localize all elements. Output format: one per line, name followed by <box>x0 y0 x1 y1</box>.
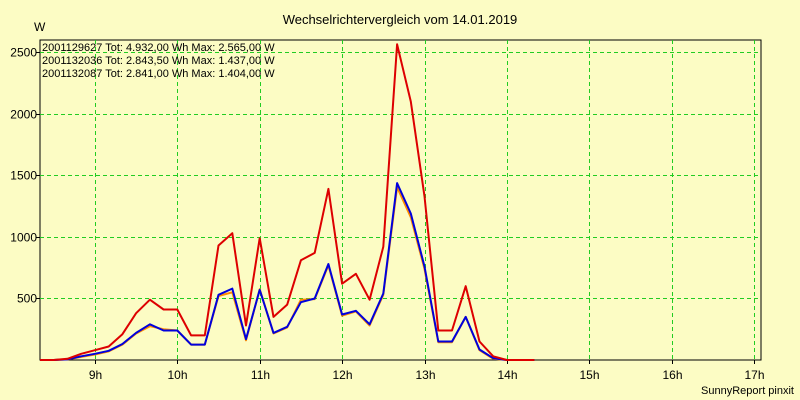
plot-area: 500 1000 1500 2000 2500 9h 10h 11h 12h 13h 14h 15h 1… <box>10 39 765 382</box>
x-tick-label: 14h <box>497 368 517 382</box>
credit-text: SunnyReport pinxit <box>701 385 794 397</box>
y-tick-label: 500 <box>17 292 37 306</box>
y-tick-label: 1500 <box>10 169 37 183</box>
x-tick-label: 13h <box>415 368 435 382</box>
legend-entry-2001132036: 2001132036 Tot: 2.843,50 Wh Max: 1.437,0… <box>42 55 275 67</box>
y-tick-label: 1000 <box>10 231 37 245</box>
y-axis-label: W <box>34 20 46 34</box>
x-tick-label: 16h <box>662 368 682 382</box>
series-line-2001132087 <box>40 186 535 361</box>
chart-title: Wechselrichtervergleich vom 14.01.2019 <box>283 12 518 27</box>
series-line-2001132036 <box>40 182 535 361</box>
x-tick-label: 11h <box>251 368 270 382</box>
y-tick-label: 2500 <box>10 46 37 60</box>
x-tick-label: 15h <box>579 368 599 382</box>
x-tick-label: 10h <box>167 368 187 382</box>
x-tick-label: 9h <box>89 368 102 382</box>
y-tick-label: 2000 <box>10 108 37 122</box>
x-tick-label: 12h <box>332 368 352 382</box>
x-tick-label: 17h <box>744 368 764 382</box>
series-line-2001129627 <box>40 43 535 361</box>
legend-entry-2001129627: 2001129627 Tot: 4.932,00 Wh Max: 2.565,0… <box>42 42 275 54</box>
legend-entry-2001132087: 2001132087 Tot: 2.841,00 Wh Max: 1.404,0… <box>42 68 275 80</box>
plot-frame <box>39 39 762 361</box>
